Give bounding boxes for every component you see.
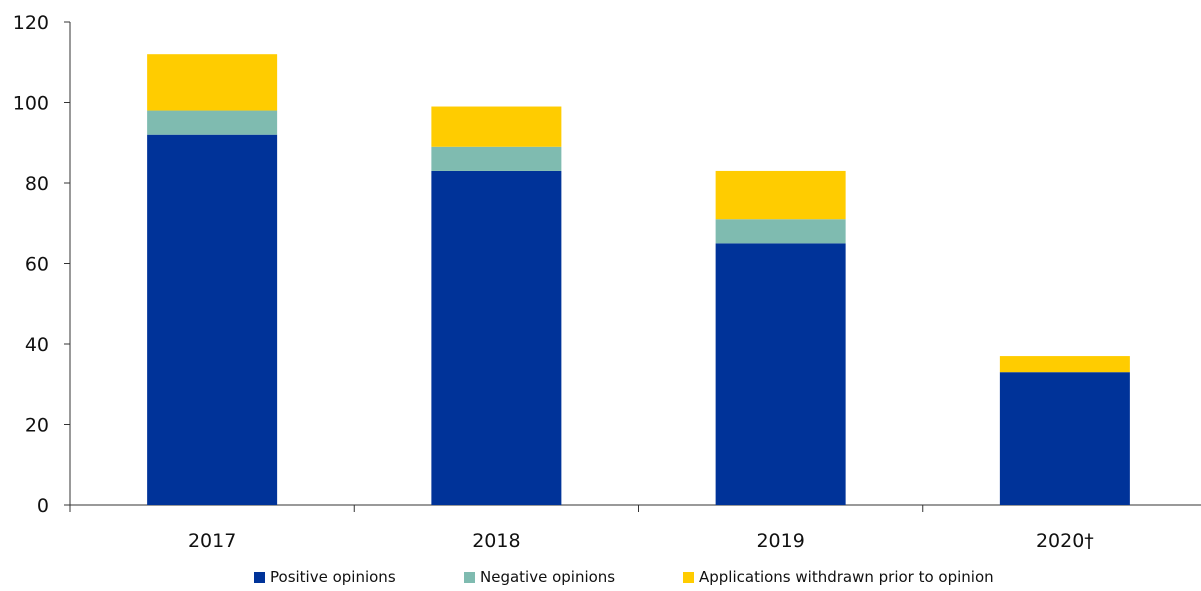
bar-segment-withdrawn: [999, 356, 1130, 373]
legend-swatch: [683, 572, 694, 583]
legend-swatch: [254, 572, 265, 583]
legend-label: Negative opinions: [480, 568, 615, 586]
x-tick-label: 2017: [188, 530, 236, 552]
bar-segment-negative: [147, 110, 278, 135]
bar-segment-positive: [999, 372, 1130, 505]
y-tick-label: 20: [25, 415, 49, 437]
bar-segment-negative: [431, 146, 562, 171]
x-axis: 2017 2018 2019 2020†: [69, 504, 1201, 552]
bar-segment-withdrawn: [431, 106, 562, 147]
legend-swatch: [464, 572, 475, 583]
x-tick-label: 2019: [756, 530, 804, 552]
y-tick-label: 0: [37, 495, 49, 517]
bar-segment-withdrawn: [715, 170, 846, 220]
y-tick-label: 40: [25, 334, 49, 356]
bars: [147, 54, 1130, 506]
x-tick-label: 2020†: [1036, 530, 1094, 552]
bar-segment-positive: [431, 170, 562, 506]
legend-label: Positive opinions: [270, 568, 396, 586]
y-tick-label: 80: [25, 173, 49, 195]
y-tick-label: 120: [13, 12, 49, 34]
y-tick-label: 100: [13, 93, 49, 115]
y-tick-label: 60: [25, 254, 49, 276]
bar-segment-positive: [715, 243, 846, 505]
x-tick-label: 2018: [472, 530, 520, 552]
y-axis: 0 20 40 60 80 100 120: [13, 12, 71, 517]
bar-segment-withdrawn: [147, 54, 278, 111]
legend-label: Applications withdrawn prior to opinion: [699, 568, 994, 586]
legend: Positive opinions Negative opinions Applic…: [254, 568, 994, 586]
bar-segment-negative: [715, 219, 846, 244]
bar-segment-positive: [147, 134, 278, 505]
